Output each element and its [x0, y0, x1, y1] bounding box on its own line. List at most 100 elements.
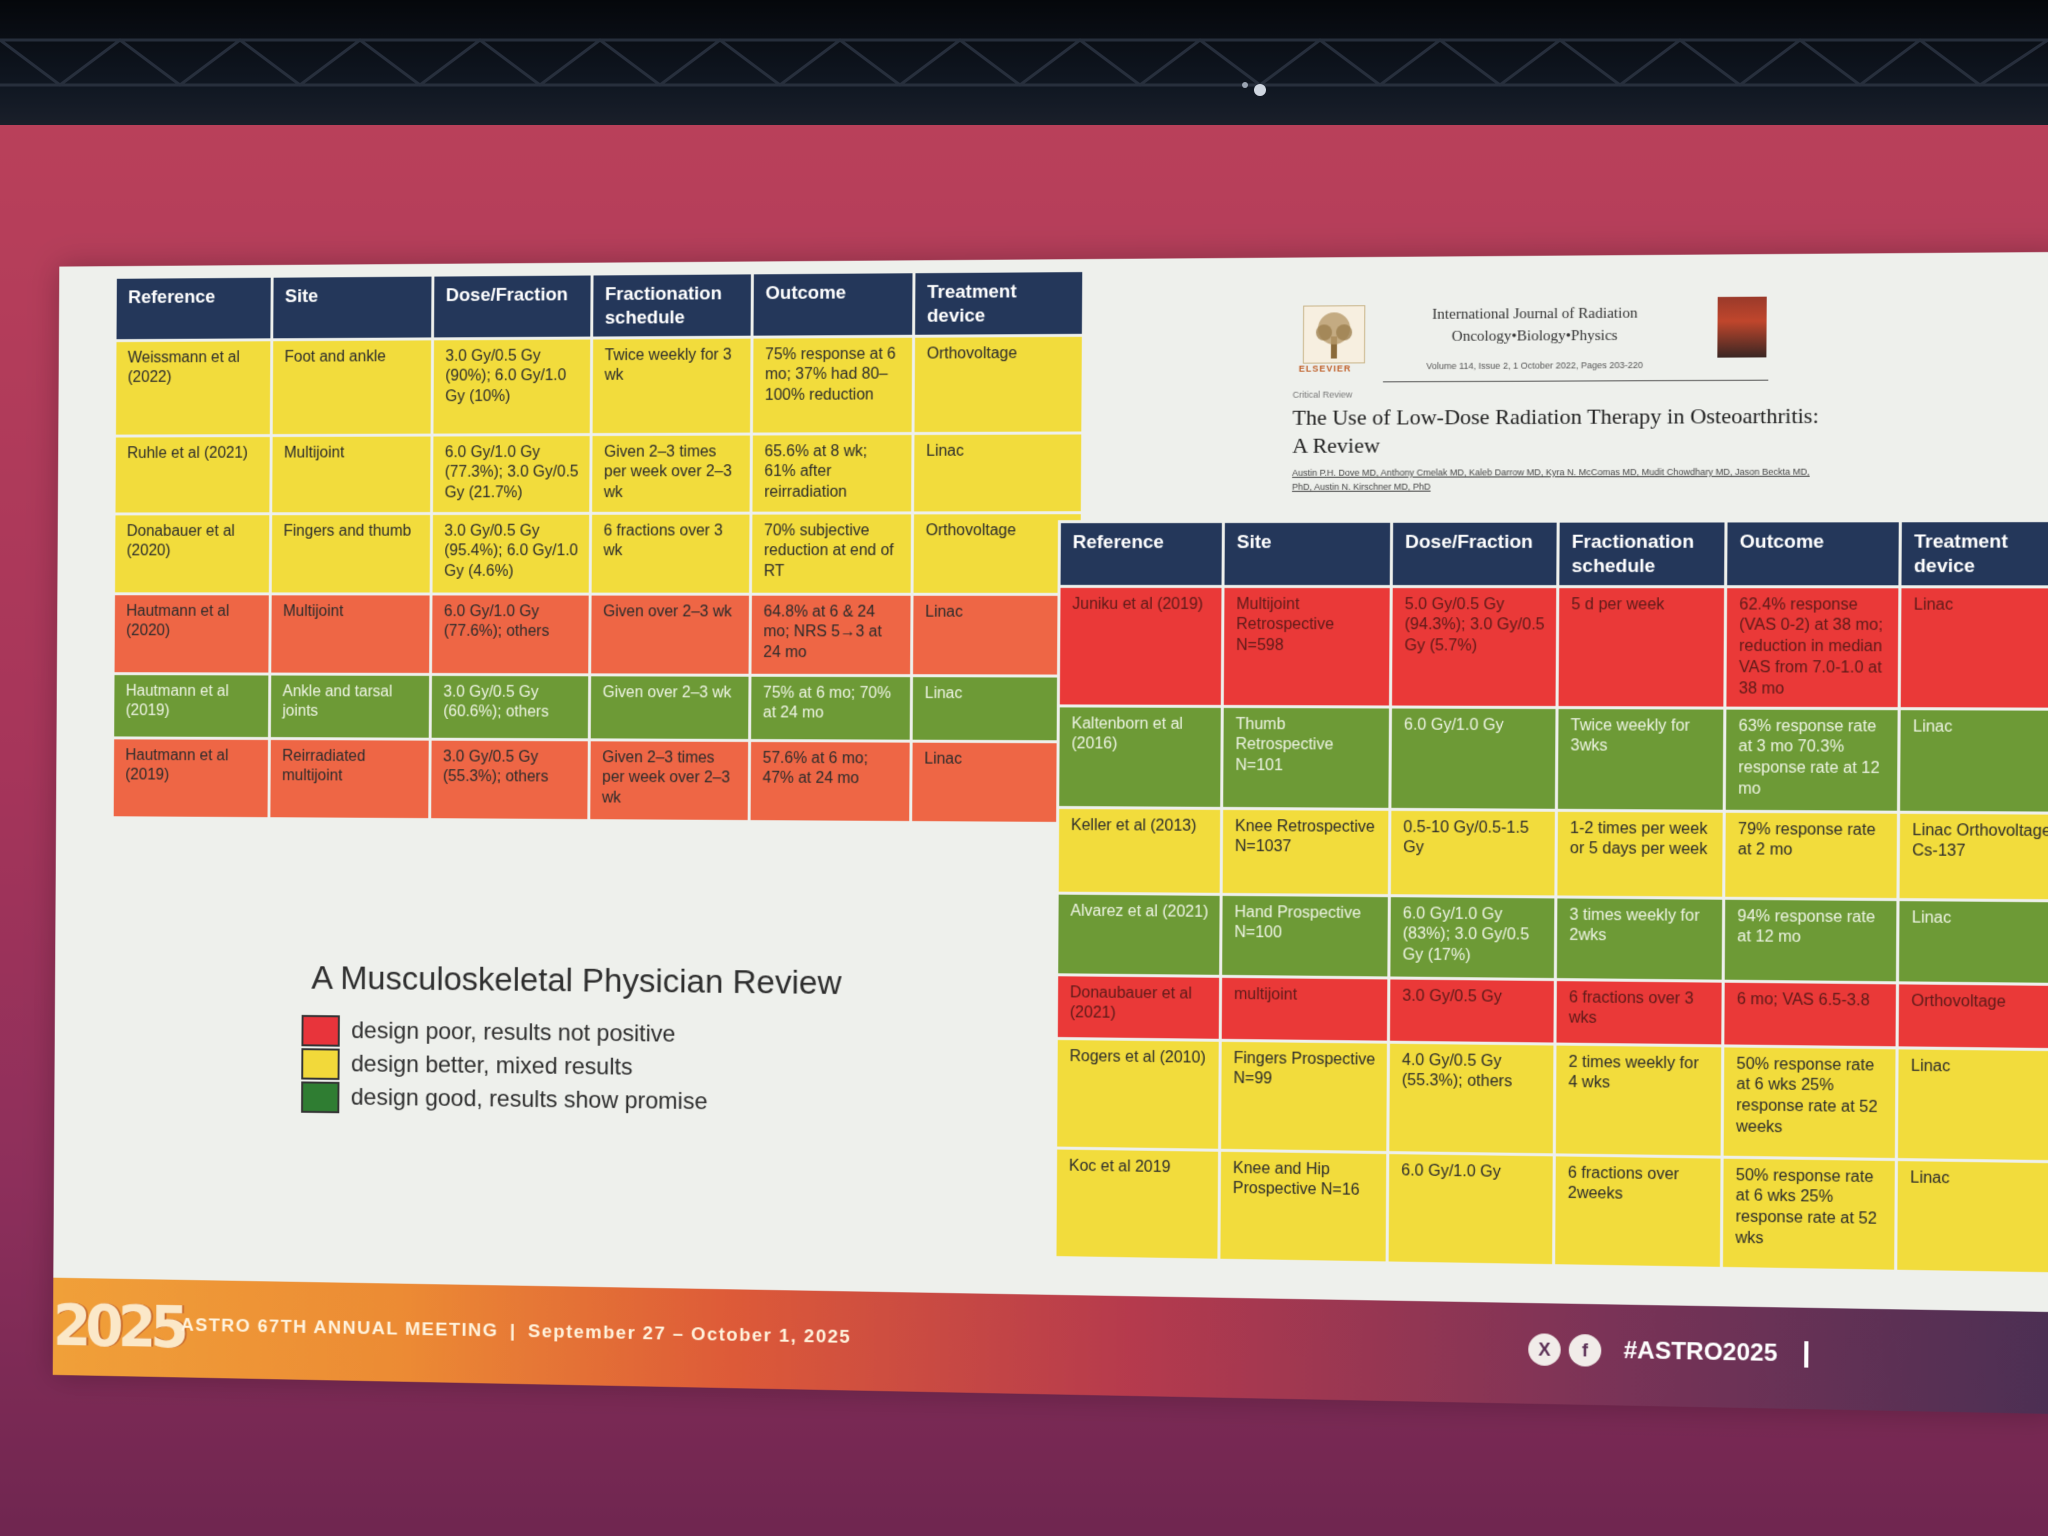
cell-dose: 6.0 Gy/1.0 Gy (77.6%); others	[430, 593, 591, 675]
projection-screen: Reference Site Dose/Fraction Fractionati…	[52, 251, 2048, 1415]
table-row: Donabauer et al (2020) Fingers and thumb…	[113, 512, 1083, 594]
cell-reference: Alvarez et al (2021)	[1056, 892, 1222, 976]
cell-schedule: Given 2–3 times per week over 2–3 wk	[590, 433, 752, 513]
cell-outcome: 94% response rate at 12 mo	[1723, 897, 1898, 983]
cell-dose: 3.0 Gy/0.5 Gy (90%); 6.0 Gy/1.0 Gy (10%)	[431, 337, 592, 435]
table-row: Hautmann et al (2019) Ankle and tarsal j…	[112, 673, 1082, 742]
right-header-outcome: Outcome	[1725, 520, 1901, 587]
cell-dose: 3.0 Gy/0.5 Gy (60.6%); others	[430, 673, 590, 740]
right-studies-table: Reference Site Dose/Fraction Fractionati…	[1053, 519, 2048, 1275]
table-row: Ruhle et al (2021) Multijoint 6.0 Gy/1.0…	[114, 432, 1083, 514]
left-header-site: Site	[271, 275, 433, 340]
meeting-dates: September 27 – October 1, 2025	[528, 1321, 852, 1348]
cell-dose: 5.0 Gy/0.5 Gy (94.3%); 3.0 Gy/0.5 Gy (5.…	[1390, 586, 1558, 708]
cell-device: Orthovoltage	[1897, 982, 2048, 1050]
table-row: Hautmann et al (2020) Multijoint 6.0 Gy/…	[113, 593, 1082, 676]
cell-outcome: 6 mo; VAS 6.5-3.8	[1722, 980, 1898, 1048]
left-table-header-row: Reference Site Dose/Fraction Fractionati…	[115, 270, 1084, 341]
cell-device: Linac	[1897, 899, 2048, 984]
cell-reference: Hautmann et al (2019)	[112, 737, 270, 819]
table-row: Hautmann et al (2019) Reirradiated multi…	[112, 737, 1081, 824]
cell-schedule: Given over 2–3 wk	[589, 674, 750, 741]
journal-name-line1: International Journal of Radiation	[1432, 305, 1638, 323]
cell-schedule: 2 times weekly for 4 wks	[1554, 1043, 1723, 1157]
cell-dose: 3.0 Gy/0.5 Gy	[1388, 977, 1556, 1044]
x-social-icon: X	[1528, 1333, 1561, 1367]
cell-site: Foot and ankle	[271, 338, 433, 436]
cell-dose: 6.0 Gy/1.0 Gy	[1387, 1152, 1555, 1266]
stage-ceiling	[0, 0, 2048, 125]
left-header-schedule: Fractionation schedule	[591, 272, 753, 338]
left-header-device: Treatment device	[913, 270, 1084, 336]
cell-outcome: 64.8% at 6 & 24 mo; NRS 5→3 at 24 mo	[749, 593, 913, 676]
hashtag: #ASTRO2025	[1623, 1336, 1778, 1368]
cell-schedule: 6 fractions over 2weeks	[1553, 1154, 1723, 1268]
cell-dose: 0.5-10 Gy/0.5-1.5 Gy	[1389, 808, 1557, 897]
cell-site: Ankle and tarsal joints	[269, 673, 431, 739]
cell-reference: Rogers et al (2010)	[1055, 1037, 1221, 1150]
right-header-reference: Reference	[1059, 521, 1224, 586]
cell-schedule: Twice weekly for 3 wk	[591, 336, 753, 435]
journal-divider	[1382, 379, 1769, 383]
table-row: Alvarez et al (2021) Hand Prospective N=…	[1056, 892, 2048, 984]
cell-device: Linac	[1899, 586, 2048, 709]
left-header-dose: Dose/Fraction	[432, 274, 593, 339]
right-header-dose: Dose/Fraction	[1391, 521, 1559, 587]
legend-swatch-yellow	[301, 1048, 340, 1080]
left-header-reference: Reference	[115, 276, 273, 341]
footer-bar	[1803, 1341, 1809, 1368]
cell-device: Linac	[1895, 1159, 2048, 1274]
table-row: Weissmann et al (2022) Foot and ankle 3.…	[114, 334, 1084, 436]
right-header-device: Treatment device	[1899, 520, 2048, 587]
cell-site: Hand Prospective N=100	[1220, 893, 1390, 978]
publisher-name: ELSEVIER	[1298, 363, 1352, 374]
cell-site: Thumb Retrospective N=101	[1221, 705, 1391, 809]
article-authors: Austin P.H. Dove MD, Anthony Cmelak MD, …	[1292, 466, 1810, 493]
right-header-site: Site	[1223, 521, 1392, 587]
cell-outcome: 62.4% response (VAS 0-2) at 38 mo; reduc…	[1724, 586, 1900, 709]
cell-site: Multijoint	[270, 434, 432, 514]
cell-device: Linac	[1896, 1047, 2048, 1162]
cell-site: multijoint	[1220, 975, 1389, 1042]
cell-outcome: 79% response rate at 2 mo	[1723, 810, 1899, 900]
cell-reference: Keller et al (2013)	[1057, 806, 1222, 894]
cell-site: Multijoint Retrospective N=598	[1222, 585, 1392, 707]
table-row: Juniku et al (2019) Multijoint Retrospec…	[1058, 585, 2048, 709]
cell-site: Knee and Hip Prospective N=16	[1218, 1149, 1388, 1263]
right-table-header-row: Reference Site Dose/Fraction Fractionati…	[1059, 520, 2048, 587]
cell-schedule: 3 times weekly for 2wks	[1555, 896, 1724, 981]
cell-dose: 6.0 Gy/1.0 Gy (77.3%); 3.0 Gy/0.5 Gy (21…	[431, 434, 592, 514]
elsevier-tree-icon	[1302, 305, 1366, 364]
legend-item-better: design better, mixed results	[301, 1048, 633, 1082]
cell-reference: Ruhle et al (2021)	[114, 435, 272, 514]
meeting-info: ASTRO 67TH ANNUAL MEETING | September 27 –…	[181, 1315, 852, 1349]
cell-outcome: 70% subjective reduction at end of RT	[750, 512, 913, 594]
cell-schedule: Twice weekly for 3wks	[1556, 707, 1725, 811]
legend-label: design better, mixed results	[350, 1050, 633, 1081]
facebook-icon: f	[1568, 1333, 1602, 1367]
cell-reference: Donabauer et al (2020)	[113, 513, 271, 594]
legend-swatch-green	[301, 1081, 340, 1114]
cell-device: Linac Orthovoltage Cs-137	[1897, 811, 2048, 901]
cell-dose: 6.0 Gy/1.0 Gy	[1389, 706, 1558, 810]
cell-reference: Juniku et al (2019)	[1058, 585, 1224, 706]
cell-device: Orthovoltage	[913, 334, 1084, 434]
social-links: X f #ASTRO2025	[1528, 1333, 1809, 1370]
cell-reference: Kaltenborn et al (2016)	[1057, 705, 1223, 808]
table-row: Rogers et al (2010) Fingers Prospective …	[1055, 1037, 2048, 1162]
meeting-name: ASTRO 67TH ANNUAL MEETING	[180, 1314, 499, 1342]
journal-cover-image	[1717, 296, 1767, 358]
legend-title: A Musculoskeletal Physician Review	[311, 959, 842, 1002]
journal-article-header: ELSEVIER International Journal of Radiat…	[1292, 282, 1841, 496]
legend-item-good: design good, results show promise	[301, 1081, 708, 1117]
legend-swatch-red	[301, 1014, 340, 1047]
cell-outcome: 50% response rate at 6 wks 25% response …	[1722, 1045, 1898, 1160]
table-row: Koc et al 2019 Knee and Hip Prospective …	[1054, 1147, 2048, 1274]
cell-device: Linac	[912, 432, 1083, 513]
cell-site: Multijoint	[269, 593, 432, 674]
cell-schedule: Given 2–3 times per week over 2–3 wk	[588, 739, 750, 822]
cell-outcome: 63% response rate at 3 mo 70.3% response…	[1724, 707, 1900, 812]
table-row: Keller et al (2013) Knee Retrospective N…	[1057, 806, 2048, 901]
cell-site: Knee Retrospective N=1037	[1221, 807, 1390, 896]
meeting-separator: |	[509, 1320, 517, 1342]
